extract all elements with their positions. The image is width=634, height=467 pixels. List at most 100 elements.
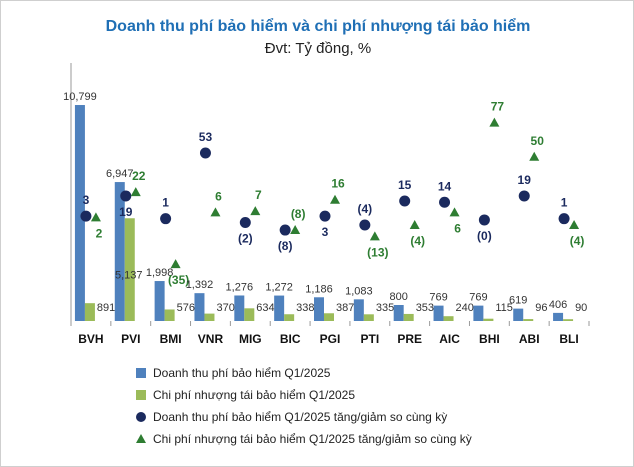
bar-reinsurance-bmi [164,309,175,321]
bar-reinsurance-pgi [324,313,334,321]
data-label-reinsurance-pti: 335 [376,302,394,314]
x-tick-label-bvh: BVH [78,332,103,346]
data-label-revenue-pvi: 6,947 [106,168,134,180]
bar-reinsurance-bvh [84,303,95,321]
x-tick-label-aic: AIC [439,332,460,346]
marker-reinsurance-change-pre [409,220,420,229]
data-label-revenue-bic: 1,272 [265,282,293,294]
x-tick-label-mig: MIG [239,332,262,346]
bar-reinsurance-aic [443,316,454,321]
label-revenue-change-abi: 19 [518,173,532,187]
data-label-reinsurance-bmi: 576 [177,302,195,314]
marker-reinsurance-change-pti [369,231,380,241]
bar-reinsurance-pvi [124,218,135,321]
bar-revenue-pvi [114,182,125,321]
data-label-reinsurance-vnr: 370 [216,302,234,314]
bar-reinsurance-bhi [483,318,494,321]
chart-subtitle: Đvt: Tỷ đồng, % [265,40,371,57]
label-revenue-change-vnr: 53 [199,130,213,144]
label-reinsurance-change-mig: 7 [255,188,262,202]
legend-label-4: Chi phí nhượng tái bảo hiểm Q1/2025 tăng… [153,432,472,446]
data-label-reinsurance-pre: 353 [416,302,434,314]
label-revenue-change-aic: 14 [438,179,452,193]
bar-reinsurance-bli [563,319,574,321]
bar-reinsurance-abi [523,319,534,321]
bar-revenue-vnr [194,293,205,321]
legend-swatch-2 [136,390,146,400]
marker-reinsurance-change-vnr [210,207,221,217]
x-tick-label-pgi: PGI [320,332,341,346]
label-revenue-change-mig: (2) [238,231,253,245]
bar-revenue-bvh [74,105,85,322]
label-reinsurance-change-pgi: 16 [331,177,345,191]
marker-revenue-change-bmi [160,213,172,225]
label-reinsurance-change-pti: (13) [367,245,388,259]
bar-revenue-bli [553,312,564,321]
label-revenue-change-bli: 1 [561,196,568,210]
data-label-revenue-vnr: 1,392 [186,279,214,291]
x-tick-label-pre: PRE [397,332,422,346]
data-label-reinsurance-pvi: 5,137 [115,269,143,281]
marker-reinsurance-change-bvh [90,212,101,222]
bar-revenue-bmi [154,281,165,321]
label-reinsurance-change-bvh: 2 [96,226,103,240]
marker-revenue-change-vnr [199,147,211,159]
data-label-reinsurance-abi: 96 [535,302,547,314]
label-revenue-change-bvh: 3 [83,193,90,207]
data-label-reinsurance-bli: 90 [575,302,587,314]
marker-revenue-change-mig [239,216,251,228]
marker-reinsurance-change-aic [449,207,460,217]
legend-swatch-4 [136,434,146,443]
x-tick-label-bhi: BHI [479,332,500,346]
bar-reinsurance-pre [403,313,414,321]
data-label-revenue-bli: 406 [549,299,567,311]
data-label-revenue-aic: 769 [429,292,447,304]
label-revenue-change-pgi: 3 [322,225,329,239]
data-label-revenue-mig: 1,276 [226,281,254,293]
label-reinsurance-change-pre: (4) [410,234,425,248]
legend-label-3: Doanh thu phí bảo hiểm Q1/2025 tăng/giảm… [153,410,447,424]
marker-reinsurance-change-pgi [330,194,340,204]
x-tick-label-pti: PTI [361,332,380,346]
marker-revenue-change-bic [279,224,291,236]
marker-revenue-change-aic [439,196,451,208]
marker-reinsurance-change-mig [250,206,261,216]
bar-revenue-abi [513,308,524,321]
data-label-revenue-pti: 1,083 [345,285,373,297]
marker-revenue-change-pti [359,219,371,231]
label-reinsurance-change-abi: 50 [531,134,545,148]
marker-reinsurance-change-pvi [130,187,141,197]
bar-reinsurance-pti [363,314,374,321]
x-tick-label-bli: BLI [559,332,578,346]
data-label-revenue-abi: 619 [509,295,527,307]
label-reinsurance-change-bic: (8) [291,207,306,221]
legend: Doanh thu phí bảo hiểm Q1/2025 Chi phí nh… [136,366,472,446]
bar-revenue-pre [393,305,404,321]
data-label-revenue-bmi: 1,998 [146,267,174,279]
bar-revenue-aic [433,305,444,321]
label-revenue-change-pti: (4) [358,202,373,216]
bar-revenue-mig [234,295,245,321]
data-label-reinsurance-aic: 240 [456,302,474,314]
legend-label-1: Doanh thu phí bảo hiểm Q1/2025 [153,366,331,380]
marker-revenue-change-bhi [478,214,490,226]
data-label-reinsurance-pgi: 387 [336,302,354,314]
x-tick-label-vnr: VNR [198,332,224,346]
bar-reinsurance-bic [284,314,295,321]
label-revenue-change-bhi: (0) [477,229,492,243]
x-tick-label-bmi: BMI [160,332,182,346]
marker-revenue-change-pvi [120,190,132,202]
label-reinsurance-change-pvi: 22 [132,169,146,183]
label-reinsurance-change-bli: (4) [570,234,585,248]
marker-reinsurance-change-abi [529,151,540,161]
label-reinsurance-change-bhi: 77 [491,100,505,114]
label-reinsurance-change-vnr: 6 [215,189,222,203]
x-tick-label-bic: BIC [280,332,301,346]
label-revenue-change-pre: 15 [398,178,412,192]
data-label-revenue-bhi: 769 [469,292,487,304]
bar-reinsurance-vnr [204,313,215,321]
legend-swatch-1 [136,368,146,378]
marker-revenue-change-bli [558,213,570,225]
